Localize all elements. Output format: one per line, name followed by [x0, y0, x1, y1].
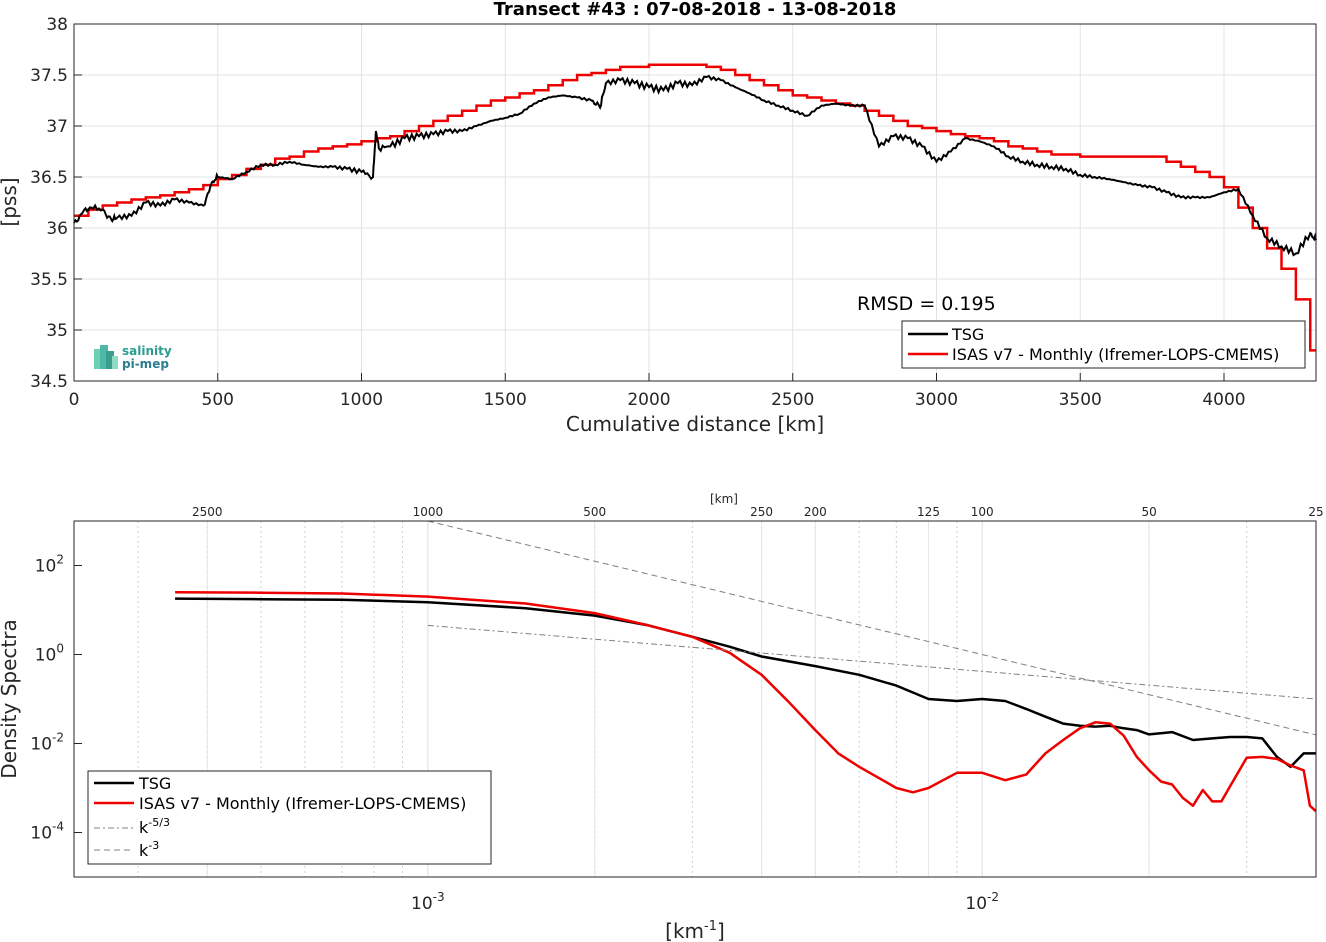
legend-label-k3: k-3 [139, 839, 159, 860]
legend-box [87, 770, 492, 865]
x-tick-label: 1000 [340, 390, 383, 410]
x-tick-label: 10-3 [411, 890, 445, 914]
x-tick-labels: 10-3 10-2 [411, 890, 999, 914]
salinity-pi-mep-logo: salinity pi-mep [94, 344, 172, 371]
y-tick-label: 36.5 [30, 168, 68, 188]
legend-label-isas: ISAS v7 - Monthly (Ifremer-LOPS-CMEMS) [139, 794, 466, 813]
y-tick-labels: 34.5 35 35.5 36 36.5 37 37.5 38 [30, 15, 68, 392]
y-tick-label: 35 [46, 321, 68, 341]
x-tick-label: 2000 [627, 390, 670, 410]
top-axis-label: [km] [710, 492, 738, 506]
top-axis-tick-label: 200 [804, 505, 827, 519]
plot-frame [73, 520, 1317, 878]
x-tick-label: 4000 [1202, 390, 1245, 410]
top-axis-tick-label: 50 [1141, 505, 1156, 519]
x-tick-label: 3000 [915, 390, 958, 410]
top-axis-tick-label: 500 [583, 505, 606, 519]
plot-frame [73, 23, 1317, 382]
x-axis-label: [km-1] [665, 919, 725, 942]
legend: TSG ISAS v7 - Monthly (Ifremer-LOPS-CMEM… [87, 770, 492, 865]
x-tick-labels: 0 500 1000 1500 2000 2500 3000 3500 4000 [69, 390, 1246, 410]
y-tick-label: 35.5 [30, 270, 68, 290]
series-isas-line [74, 63, 1316, 352]
y-tick-label: 10-2 [30, 731, 64, 755]
legend-label-tsg: TSG [138, 774, 171, 793]
x-tick-label: 10-2 [965, 890, 999, 914]
y-tick-label: 34.5 [30, 372, 68, 392]
top-axis-tick-label: 100 [971, 505, 994, 519]
chart-title: Transect #43 : 07-08-2018 - 13-08-2018 [494, 0, 897, 20]
top-axis-tick-label: 125 [917, 505, 940, 519]
top-axis-tick-labels: 2500 1000 500 250 200 125 100 50 25 [192, 505, 1324, 519]
x-axis-label: Cumulative distance [km] [566, 412, 824, 436]
series-group [175, 520, 1317, 813]
legend-label-isas: ISAS v7 - Monthly (Ifremer-LOPS-CMEMS) [952, 345, 1279, 364]
y-tick-label: 36 [46, 219, 68, 239]
legend-label-tsg: TSG [951, 325, 984, 344]
y-tick-label: 37 [46, 117, 68, 137]
density-spectra-chart: 10-3 10-2 10-4 10-2 100 102 2500 1000 500 250 20… [0, 492, 1324, 942]
y-tick-label: 100 [35, 642, 64, 666]
x-tick-label: 2500 [771, 390, 814, 410]
x-tick-label: 0 [69, 390, 80, 410]
y-tick-label: 10-4 [30, 820, 64, 844]
series-group [73, 63, 1317, 352]
logo-text-pi-mep: pi-mep [122, 357, 169, 371]
y-tick-label: 37.5 [30, 66, 68, 86]
legend-box [901, 320, 1306, 369]
y-axis-label: [pss] [0, 177, 21, 226]
legend-label-k53: k-5/3 [139, 816, 170, 837]
top-axis-tick-label: 1000 [413, 505, 444, 519]
series-tsg-line [73, 74, 1317, 257]
reference-k3-line [427, 520, 1317, 736]
legend: TSG ISAS v7 - Monthly (Ifremer-LOPS-CMEM… [901, 320, 1306, 369]
logo-text-salinity: salinity [122, 344, 172, 358]
top-axis-tick-label: 2500 [192, 505, 223, 519]
salinity-transect-chart: 0 500 1000 1500 2000 2500 3000 3500 4000 34.5353… [0, 0, 1317, 436]
top-axis-tick-label: 25 [1308, 505, 1323, 519]
y-tick-label: 102 [35, 553, 64, 577]
series-isas-line [175, 591, 1317, 813]
x-tick-label: 1500 [484, 390, 527, 410]
reference-k53-line [427, 624, 1317, 700]
top-axis-tick-label: 250 [750, 505, 773, 519]
y-tick-labels: 10-4 10-2 100 102 [30, 553, 64, 844]
y-axis-label: Density Spectra [0, 619, 21, 778]
x-tick-label: 500 [202, 390, 234, 410]
rmsd-annotation: RMSD = 0.195 [857, 293, 996, 315]
x-tick-label: 3500 [1059, 390, 1102, 410]
y-tick-label: 38 [46, 15, 68, 35]
